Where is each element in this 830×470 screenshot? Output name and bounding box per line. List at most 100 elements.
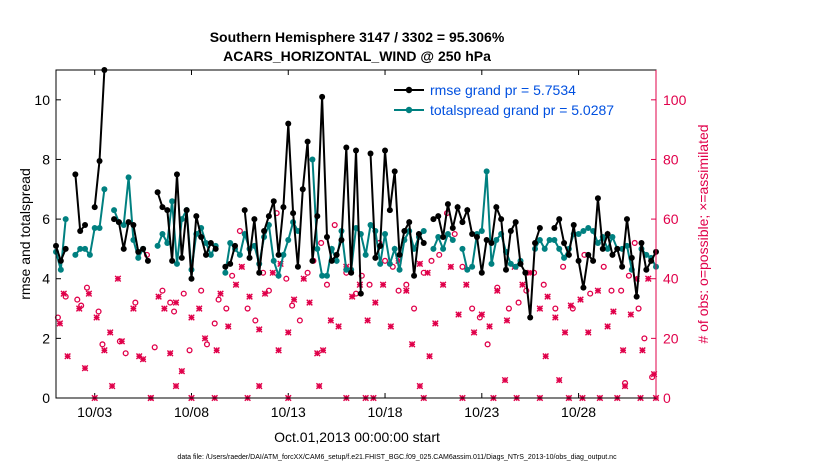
- series-point: [135, 254, 142, 261]
- obs-assimilated-marker: [172, 299, 180, 306]
- series-point: [125, 219, 132, 226]
- obs-possible-marker: [381, 257, 389, 264]
- series-point: [130, 222, 137, 229]
- obs-assimilated-marker: [188, 314, 195, 321]
- x-tick-label: 10/18: [368, 404, 403, 420]
- series-point: [517, 260, 524, 267]
- obs-possible-marker: [229, 272, 236, 279]
- obs-possible-marker: [469, 305, 476, 312]
- series-point: [251, 216, 258, 223]
- x-tick-label: 10/23: [464, 404, 499, 420]
- series-point: [101, 186, 108, 193]
- x-axis-label: Oct.01,2013 00:00:00 start: [274, 429, 440, 445]
- series-point: [377, 242, 384, 249]
- series-point: [338, 236, 345, 243]
- obs-assimilated-marker: [306, 299, 313, 306]
- series-point: [188, 275, 195, 282]
- obs-assimilated-marker: [463, 281, 470, 288]
- x-tick-label: 10/03: [77, 404, 112, 420]
- series-point: [561, 239, 568, 246]
- series-point: [386, 207, 393, 214]
- obs-possible-marker: [132, 299, 139, 306]
- series-point: [241, 207, 248, 214]
- series-point: [488, 239, 495, 246]
- series-point: [236, 251, 243, 258]
- obs-assimilated-marker: [300, 275, 308, 283]
- obs-assimilated-marker: [108, 382, 116, 390]
- series-point: [575, 257, 582, 264]
- obs-assimilated-marker: [93, 314, 100, 321]
- series-point: [411, 272, 418, 279]
- series-point: [382, 147, 389, 154]
- obs-assimilated-marker: [403, 287, 410, 294]
- obs-assimilated-marker: [503, 317, 511, 324]
- obs-possible-marker: [366, 281, 373, 288]
- obs-possible-marker: [252, 317, 259, 324]
- obs-assimilated-marker: [486, 323, 493, 330]
- series-point: [623, 242, 630, 249]
- series-point: [536, 225, 543, 232]
- obs-possible-marker: [304, 269, 311, 276]
- series-point: [96, 157, 103, 164]
- series-point: [207, 239, 214, 246]
- obs-assimilated-marker: [478, 311, 486, 318]
- series-rmse: [53, 67, 659, 321]
- series-point: [440, 233, 447, 240]
- series-point: [362, 251, 369, 258]
- series-point: [314, 213, 321, 220]
- series-point: [154, 189, 161, 196]
- series-point: [594, 239, 601, 246]
- obs-assimilated-marker: [519, 281, 526, 288]
- obs-possible-marker: [451, 230, 458, 238]
- series-point: [222, 269, 229, 276]
- series-point: [594, 195, 601, 202]
- series-point: [609, 251, 616, 258]
- series-point: [459, 245, 466, 252]
- series-point: [77, 228, 84, 235]
- y-left-tick-label: 2: [42, 330, 50, 346]
- y-axis-left-ticks: 0 2 4 6 8 10: [34, 92, 61, 406]
- obs-possible-marker: [459, 263, 466, 270]
- obs-assimilated-marker: [166, 349, 174, 357]
- series-point: [348, 269, 355, 276]
- series-point: [590, 257, 597, 264]
- obs-assimilated-marker: [619, 346, 627, 354]
- series-point: [536, 236, 543, 243]
- obs-assimilated-marker: [567, 302, 575, 309]
- series-point: [357, 290, 364, 297]
- obs-possible-marker: [323, 281, 331, 288]
- obs-assimilated-marker: [493, 287, 501, 294]
- series-point: [323, 233, 330, 240]
- y-right-tick-label: 60: [663, 211, 679, 227]
- series-point: [140, 245, 147, 252]
- series-point: [570, 222, 577, 229]
- series-point: [125, 174, 132, 181]
- obs-assimilated-marker: [439, 281, 447, 288]
- obs-possible-marker: [631, 239, 638, 246]
- series-point: [227, 239, 234, 246]
- series-point: [304, 138, 311, 145]
- series-point: [551, 225, 558, 232]
- legend-rmse-label: rmse grand pr = 5.7534: [430, 82, 576, 98]
- series-point: [512, 219, 519, 226]
- series-point: [585, 251, 592, 258]
- series-point: [551, 236, 558, 243]
- footnote: data file: /Users/raeder/DAI/ATM_forcXX/…: [177, 454, 617, 461]
- obs-assimilated-marker: [224, 323, 232, 330]
- series-point: [575, 231, 582, 237]
- obs-possible-marker: [203, 341, 211, 348]
- series-point: [77, 245, 84, 252]
- series-point: [294, 263, 301, 270]
- obs-assimilated-marker: [315, 382, 323, 390]
- legend-rmse-marker: [405, 86, 413, 94]
- series-point: [319, 93, 326, 100]
- obs-possible-marker: [318, 239, 325, 246]
- obs-assimilated-marker: [387, 323, 395, 330]
- obs-possible-marker: [625, 272, 632, 279]
- x-tick-label: 10/08: [174, 404, 209, 420]
- series-point: [609, 233, 616, 240]
- series-point: [435, 213, 442, 220]
- series-point: [628, 254, 635, 261]
- series-point: [285, 236, 292, 243]
